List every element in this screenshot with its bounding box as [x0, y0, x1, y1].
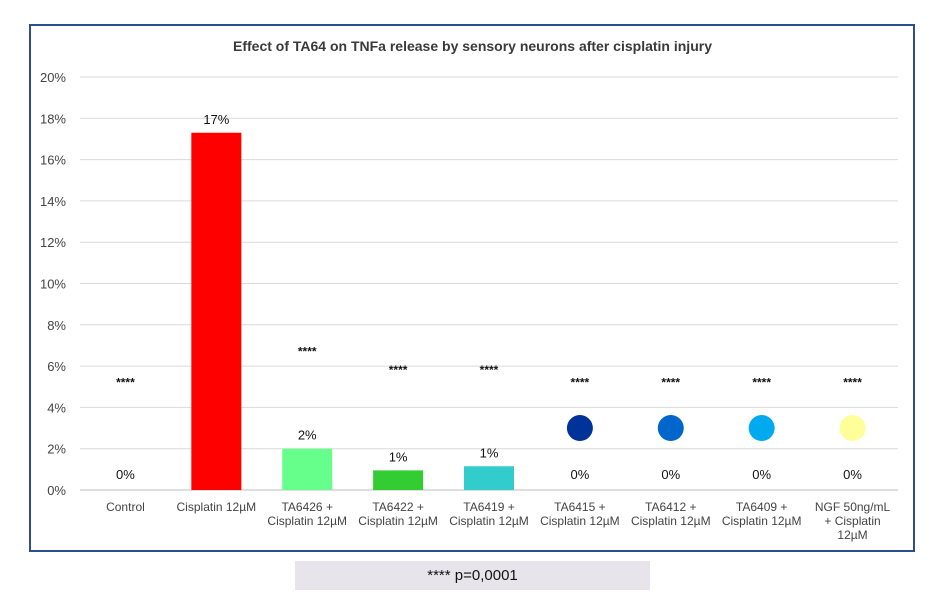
category-label-line: Control [106, 500, 145, 514]
data-label: 0% [843, 467, 862, 482]
category-label-line: Cisplatin 12µM [721, 514, 802, 528]
data-label: 17% [203, 112, 229, 127]
category-label-line: TA6419 + [463, 500, 515, 514]
y-tick-label: 8% [47, 318, 66, 333]
significance-label: **** [752, 376, 771, 390]
category-label-line: TA6409 + [735, 500, 788, 514]
category-label-line: 12µM [837, 528, 868, 542]
category-label: Cisplatin 12µM [168, 500, 264, 514]
data-label: 1% [389, 449, 408, 464]
category-label: TA6412 + Cisplatin 12µM [623, 500, 719, 528]
category-label-line: Cisplatin 12µM [449, 514, 529, 528]
category-label-line: TA6422 + [372, 500, 424, 514]
significance-label: **** [661, 376, 680, 390]
category-label: Control [77, 500, 173, 514]
data-marker [657, 415, 684, 442]
chart-title: Effect of TA64 on TNFa release by sensor… [233, 38, 712, 54]
category-label-line: Cisplatin 12µM [267, 514, 348, 528]
category-label-line: Cisplatin 12µM [358, 514, 438, 528]
significance-label: **** [571, 376, 590, 390]
category-label: TA6422 + Cisplatin 12µM [350, 500, 446, 528]
y-tick-label: 18% [40, 111, 66, 126]
significance-label: **** [298, 345, 317, 359]
significance-label: **** [843, 376, 862, 390]
significance-label: **** [116, 376, 135, 390]
category-label: TA6409 + Cisplatin 12µM [714, 500, 810, 528]
category-label-line: TA6412 + [645, 500, 697, 514]
y-tick-label: 2% [47, 442, 66, 457]
data-label: 0% [752, 467, 771, 482]
y-tick-label: 14% [40, 194, 66, 209]
bar [373, 470, 424, 490]
category-label: TA6419 + Cisplatin 12µM [441, 500, 537, 528]
significance-label: **** [389, 363, 408, 377]
category-label-line: Cisplatin 12µM [540, 514, 620, 528]
category-label-line: + Cisplatin [824, 514, 881, 528]
data-marker [748, 415, 775, 442]
category-label: TA6426 + Cisplatin 12µM [259, 500, 355, 528]
y-tick-label: 16% [40, 153, 66, 168]
y-tick-label: 6% [47, 359, 66, 374]
y-tick-label: 12% [40, 235, 66, 250]
y-tick-label: 0% [47, 483, 66, 498]
category-label-line: NGF 50ng/mL [814, 500, 891, 514]
bar [282, 448, 333, 490]
data-label: 0% [116, 467, 135, 482]
category-label-line: Cisplatin 12µM [176, 500, 257, 514]
data-label: 0% [570, 467, 589, 482]
data-label: 0% [661, 467, 680, 482]
data-label: 2% [298, 428, 317, 443]
chart-frame [29, 24, 915, 552]
bar [191, 132, 242, 490]
data-marker [839, 415, 866, 442]
category-label-line: TA6426 + [281, 500, 333, 514]
data-marker [566, 415, 593, 442]
category-label-line: TA6415 + [554, 500, 606, 514]
category-label: NGF 50ng/mL + Cisplatin 12µM [805, 500, 901, 542]
data-label: 1% [480, 445, 499, 460]
significance-footnote: **** p=0,0001 [295, 561, 650, 590]
category-label-line: Cisplatin 12µM [630, 514, 711, 528]
y-tick-label: 4% [47, 400, 66, 415]
y-tick-label: 10% [40, 277, 66, 292]
bar [464, 466, 514, 490]
y-tick-label: 20% [40, 70, 66, 85]
significance-label: **** [480, 363, 499, 377]
category-label: TA6415 + Cisplatin 12µM [532, 500, 628, 528]
